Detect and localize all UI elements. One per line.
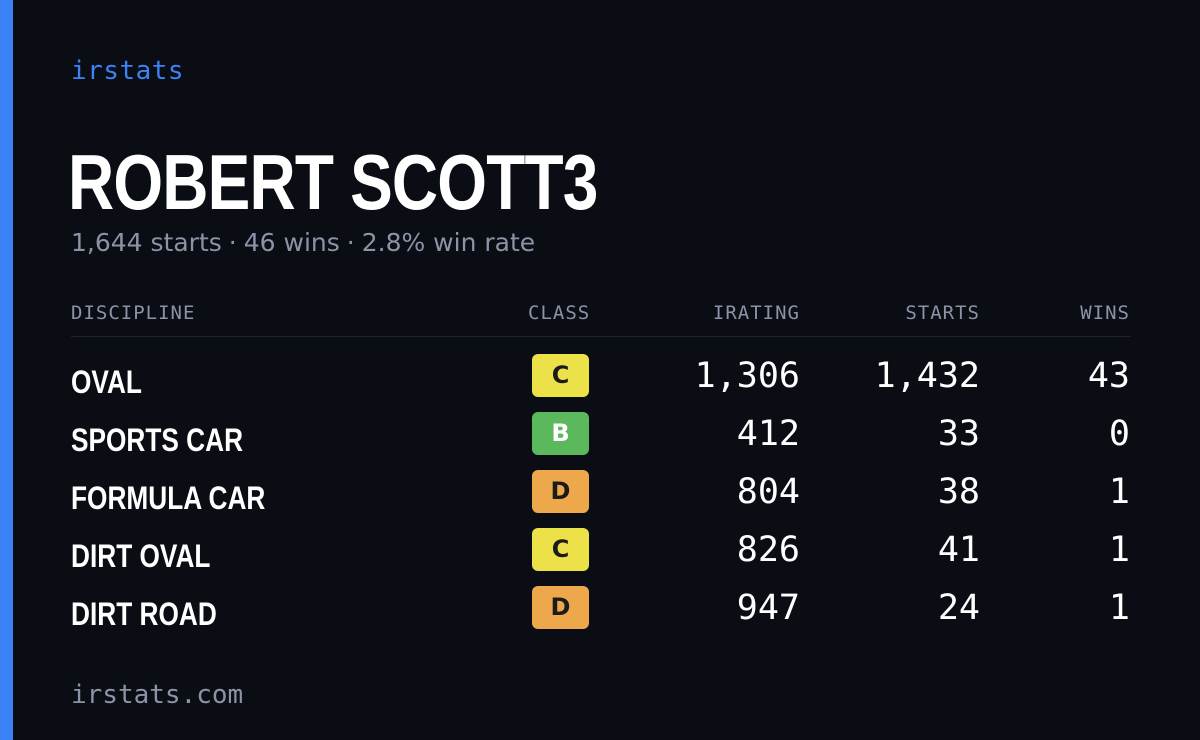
discipline-name: OVAL	[71, 364, 142, 400]
table-header: DISCIPLINE CLASS IRATING STARTS WINS	[71, 298, 1131, 337]
wins-value: 43	[1087, 356, 1130, 396]
summary-separator: ·	[228, 228, 237, 257]
class-badge: B	[532, 412, 589, 455]
class-badge: C	[532, 354, 589, 397]
summary-wins: 46 wins	[243, 228, 340, 257]
header-class: CLASS	[528, 302, 591, 324]
summary-win-rate: 2.8% win rate	[361, 228, 536, 257]
table-row: DIRT OVAL C 826 41 1	[71, 524, 1131, 582]
table-row: DIRT ROAD D 947 24 1	[71, 582, 1131, 640]
footer-url[interactable]: irstats.com	[71, 680, 244, 710]
driver-summary: 1,644 starts · 46 wins · 2.8% win rate	[71, 228, 535, 257]
class-badge: D	[532, 470, 589, 513]
irating-value: 412	[736, 414, 800, 454]
table-row: SPORTS CAR B 412 33 0	[71, 408, 1131, 466]
starts-value: 38	[937, 472, 980, 512]
discipline-name: DIRT ROAD	[71, 596, 217, 632]
starts-value: 1,432	[874, 356, 980, 396]
wins-value: 0	[1108, 414, 1130, 454]
class-badge: C	[532, 528, 589, 571]
discipline-name: DIRT OVAL	[71, 538, 211, 574]
header-discipline: DISCIPLINE	[71, 302, 196, 324]
wins-value: 1	[1108, 588, 1130, 628]
irating-value: 804	[736, 472, 800, 512]
summary-starts: 1,644 starts	[71, 228, 222, 257]
discipline-table: OVAL C 1,306 1,432 43 SPORTS CAR B 412 3…	[71, 350, 1131, 640]
driver-name: ROBERT SCOTT3	[68, 138, 598, 226]
irating-value: 826	[736, 530, 800, 570]
header-starts: STARTS	[905, 302, 980, 324]
irating-value: 947	[736, 588, 800, 628]
wins-value: 1	[1108, 530, 1130, 570]
table-row: FORMULA CAR D 804 38 1	[71, 466, 1131, 524]
starts-value: 33	[937, 414, 980, 454]
summary-separator: ·	[346, 228, 355, 257]
table-row: OVAL C 1,306 1,432 43	[71, 350, 1131, 408]
discipline-name: SPORTS CAR	[71, 422, 244, 458]
brand-logo[interactable]: irstats	[71, 56, 185, 86]
starts-value: 41	[937, 530, 980, 570]
irating-value: 1,306	[694, 356, 800, 396]
accent-bar	[0, 0, 13, 740]
class-badge: D	[532, 586, 589, 629]
starts-value: 24	[937, 588, 980, 628]
header-irating: IRATING	[712, 302, 800, 324]
discipline-name: FORMULA CAR	[71, 480, 266, 516]
header-wins: WINS	[1080, 302, 1130, 324]
wins-value: 1	[1108, 472, 1130, 512]
